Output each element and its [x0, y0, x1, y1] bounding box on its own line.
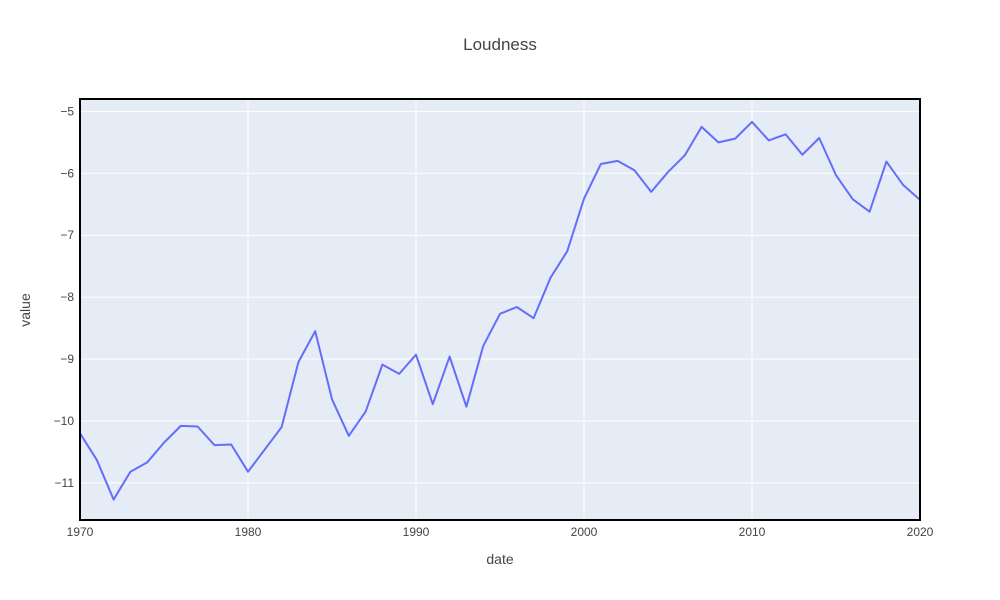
x-axis-ticks: 1970 1980 1990 2000 2010 2020 — [67, 525, 934, 539]
y-tick-label: −10 — [54, 414, 75, 428]
y-tick-label: −7 — [60, 228, 74, 242]
y-tick-label: −11 — [55, 476, 75, 490]
y-gridlines — [80, 110, 920, 484]
series-line — [79, 120, 921, 501]
x-tick-label: 1980 — [235, 525, 262, 539]
y-axis-ticks: −11 −10 −9 −8 −7 −6 −5 — [54, 104, 75, 489]
y-tick-label: −8 — [60, 290, 74, 304]
plot-area — [80, 99, 920, 520]
x-tick-label: 1990 — [403, 525, 430, 539]
y-tick-label: −6 — [60, 166, 74, 180]
y-tick-label: −9 — [60, 352, 74, 366]
x-tick-label: 2010 — [739, 525, 766, 539]
x-tick-label: 2000 — [571, 525, 598, 539]
x-axis-title: date — [486, 551, 513, 567]
plot-frame — [79, 98, 921, 521]
x-tick-label: 2020 — [907, 525, 934, 539]
x-tick-label: 1970 — [67, 525, 94, 539]
y-axis-title: value — [17, 293, 33, 327]
y-tick-label: −5 — [60, 104, 74, 118]
chart-title: Loudness — [463, 35, 537, 54]
